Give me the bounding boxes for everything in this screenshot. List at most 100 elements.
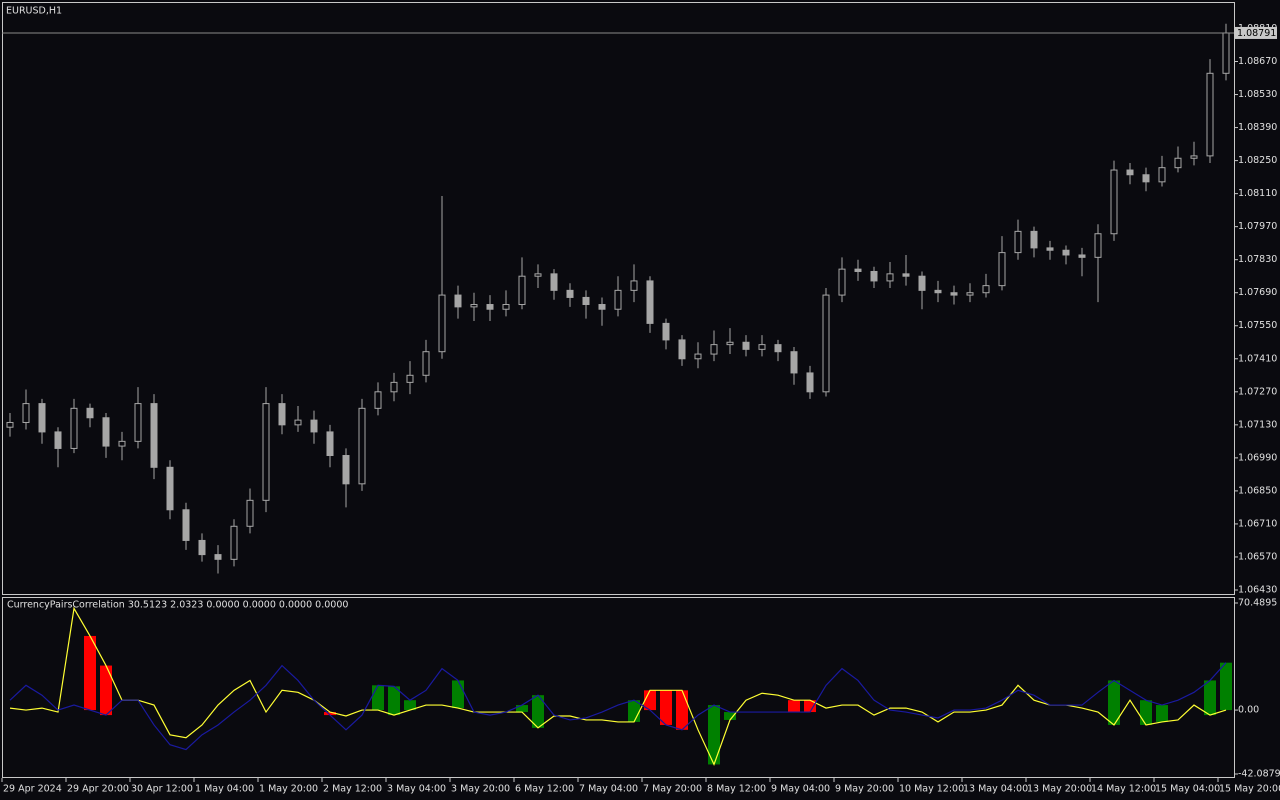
candle-body	[1110, 169, 1118, 235]
candle-body	[38, 403, 46, 433]
x-tick-label: 15 May 20:00	[1219, 784, 1280, 795]
indicator-line	[9, 606, 1227, 767]
candle-body	[998, 252, 1006, 287]
candle-body	[1126, 169, 1134, 176]
candle-body	[230, 525, 238, 560]
histogram-bar	[724, 712, 736, 720]
histogram-bar	[660, 690, 672, 725]
candle-body	[150, 403, 158, 468]
histogram-bar	[1108, 680, 1120, 725]
candle-body	[598, 304, 606, 310]
y-tick-label: 1.06850	[1238, 485, 1277, 496]
candle-body	[694, 353, 702, 360]
x-tick-label: 13 May 04:00	[963, 784, 1028, 795]
y-tick-label: 1.07970	[1238, 221, 1277, 232]
y-tick-label: 1.06570	[1238, 551, 1277, 562]
y-tick-label: 1.08250	[1238, 155, 1277, 166]
histogram-bar	[100, 665, 112, 716]
price-box	[1235, 26, 1277, 39]
candle-body	[342, 455, 350, 485]
x-tick-label: 15 May 04:00	[1155, 784, 1220, 795]
candle-body	[550, 273, 558, 291]
candle-body	[310, 419, 318, 433]
candle-body	[582, 296, 590, 306]
candle-body	[486, 304, 494, 310]
candle-body	[758, 344, 766, 350]
candle-body	[1030, 230, 1038, 249]
candle-body	[1206, 72, 1214, 157]
y-tick-label: 1.07550	[1238, 320, 1277, 331]
candle-body	[198, 539, 206, 556]
histogram-bar	[84, 635, 96, 711]
x-tick-label: 9 May 04:00	[771, 784, 830, 795]
x-tick-label: 8 May 12:00	[707, 784, 766, 795]
y-tick-label: 70.4895	[1238, 598, 1277, 609]
y-tick-label: 1.07690	[1238, 287, 1277, 298]
x-tick-label: 14 May 12:00	[1091, 784, 1156, 795]
candle-body	[534, 273, 542, 277]
candle-body	[294, 419, 302, 426]
candle-body	[390, 381, 398, 393]
candle-body	[822, 294, 830, 393]
candle-body	[118, 440, 126, 447]
candle-body	[630, 280, 638, 291]
indicator-panel-frame	[2, 597, 1235, 778]
candle-body	[1190, 155, 1198, 159]
candle-body	[1094, 233, 1102, 258]
x-tick-label: 1 May 04:00	[195, 784, 254, 795]
symbol-title: EURUSD,H1	[6, 6, 62, 17]
candle-body	[1062, 249, 1070, 256]
histogram-bar	[516, 705, 528, 713]
y-tick-label: 1.07130	[1238, 419, 1277, 430]
y-tick-label: -42.0879	[1238, 769, 1280, 780]
candle-body	[918, 275, 926, 291]
histogram-bar	[404, 700, 416, 711]
indicator-line	[9, 662, 1227, 751]
candle-body	[438, 294, 446, 353]
candle-body	[1222, 32, 1230, 74]
histogram-bar	[532, 695, 544, 728]
x-tick-label: 3 May 20:00	[451, 784, 510, 795]
candle-body	[662, 322, 670, 341]
candle-body	[1014, 230, 1022, 254]
candle-body	[854, 268, 862, 272]
candle-body	[790, 351, 798, 374]
candle-body	[870, 270, 878, 282]
histogram-bar	[1220, 662, 1232, 711]
indicator-title: CurrencyPairsCorrelation 30.5123 2.0323 …	[7, 600, 348, 611]
candle-body	[566, 289, 574, 298]
y-tick-label: 1.06710	[1238, 518, 1277, 529]
candle-body	[246, 499, 254, 527]
candle-body	[134, 403, 142, 442]
x-tick-label: 7 May 04:00	[579, 784, 638, 795]
candle-body	[742, 341, 750, 350]
candle-body	[358, 407, 366, 485]
y-tick-label: 1.08530	[1238, 89, 1277, 100]
candle-body	[54, 431, 62, 449]
candle-body	[806, 372, 814, 393]
candle-body	[454, 294, 462, 308]
candle-body	[678, 339, 686, 360]
histogram-bar	[676, 690, 688, 730]
candle-body	[22, 403, 30, 423]
histogram-bar	[324, 712, 336, 716]
histogram-bar	[708, 705, 720, 765]
histogram-bar	[372, 685, 384, 711]
histogram-bar	[388, 686, 400, 716]
candle-body	[710, 344, 718, 355]
candle-body	[422, 351, 430, 376]
y-tick-label: 1.08390	[1238, 122, 1277, 133]
candle-body	[982, 285, 990, 294]
candle-body	[502, 304, 510, 310]
y-tick-label: 1.07830	[1238, 254, 1277, 265]
histogram-bar	[452, 680, 464, 709]
candle-body	[838, 268, 846, 296]
candle-body	[950, 292, 958, 296]
candle-body	[1142, 174, 1150, 183]
y-tick-label: 1.07410	[1238, 353, 1277, 364]
y-tick-label: 1.08110	[1238, 188, 1277, 199]
candle-body	[902, 273, 910, 277]
candle-body	[470, 304, 478, 308]
